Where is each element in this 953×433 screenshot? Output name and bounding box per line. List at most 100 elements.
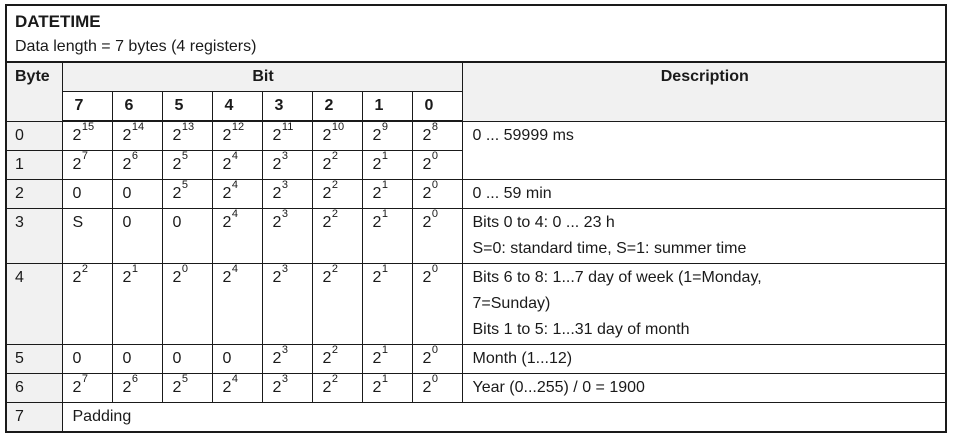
bit-exponent: 2 xyxy=(331,208,339,220)
bit-exponent: 9 xyxy=(381,121,389,133)
bit-value-cell: 27 xyxy=(61,150,113,180)
bit-value-cell: 0 xyxy=(161,208,213,264)
bit-value-cell: 0 xyxy=(161,344,213,374)
bit-number-header: 1 xyxy=(361,91,413,122)
bit-exponent: 10 xyxy=(331,121,345,133)
byte-number-cell: 6 xyxy=(5,373,63,403)
bit-value-cell: 23 xyxy=(261,263,313,345)
bit-value-cell: 22 xyxy=(311,373,363,403)
bit-exponent: 15 xyxy=(81,121,95,133)
bit-value-cell: 213 xyxy=(161,120,213,151)
bit-value-cell: 23 xyxy=(261,208,313,264)
bit-value-cell: 24 xyxy=(211,179,263,209)
bit-exponent: 6 xyxy=(131,373,139,385)
description-cell: 0 ... 59 min xyxy=(461,179,947,209)
description-cell: Bits 6 to 8: 1...7 day of week (1=Monday… xyxy=(461,263,947,345)
bit-value-cell: 24 xyxy=(211,373,263,403)
bit-exponent: 4 xyxy=(231,263,239,275)
bit-value-cell: 23 xyxy=(261,150,313,180)
bit-number-header: 2 xyxy=(311,91,363,122)
bit-value-cell: 21 xyxy=(361,373,413,403)
column-header-row: Byte Bit Description xyxy=(5,61,947,122)
bit-exponent: 11 xyxy=(281,121,294,133)
bit-value-cell: 0 xyxy=(61,179,113,209)
bit-number-header: 5 xyxy=(161,91,213,122)
bit-number-header: 0 xyxy=(411,91,463,122)
byte-number-cell: 1 xyxy=(5,150,63,180)
bit-exponent: 1 xyxy=(131,263,139,275)
bit-value-cell: 27 xyxy=(61,373,113,403)
description-cell: Month (1...12) xyxy=(461,344,947,374)
bit-value-cell: 23 xyxy=(261,344,313,374)
byte-row-3: 3 S 0 0 24 23 22 21 20 Bits 0 to 4: 0 ... 23 h S=… xyxy=(5,208,947,264)
bit-exponent: 0 xyxy=(431,263,439,275)
bit-exponent: 2 xyxy=(331,179,339,191)
bit-value-cell: 23 xyxy=(261,179,313,209)
bit-exponent: 14 xyxy=(131,121,145,133)
bit-value-cell: 20 xyxy=(411,373,463,403)
bit-value-cell: 26 xyxy=(111,373,163,403)
bit-number-header: 6 xyxy=(111,91,163,122)
byte-row-4: 4 22 21 20 24 23 22 21 20 Bits 6 to 8: 1...7 day … xyxy=(5,263,947,345)
bit-exponent: 1 xyxy=(381,344,389,356)
bit-value-cell: 22 xyxy=(311,179,363,209)
bit-exponent: 1 xyxy=(381,179,389,191)
padding-cell: Padding xyxy=(61,402,947,433)
bit-value-cell: 26 xyxy=(111,150,163,180)
bit-value-cell: 21 xyxy=(361,179,413,209)
bit-value-cell: 25 xyxy=(161,179,213,209)
bit-value-cell: 25 xyxy=(161,150,213,180)
bit-value-cell: 215 xyxy=(61,120,113,151)
bit-value-cell: 29 xyxy=(361,120,413,151)
bit-value-cell: 22 xyxy=(61,263,113,345)
bit-number-header: 4 xyxy=(211,91,263,122)
bit-exponent: 3 xyxy=(281,344,289,356)
bit-exponent: 3 xyxy=(281,179,289,191)
bit-exponent: 7 xyxy=(81,150,89,162)
bit-value-cell: 22 xyxy=(311,208,363,264)
bit-value-cell: 20 xyxy=(411,263,463,345)
byte-number-cell: 5 xyxy=(5,344,63,374)
bit-value-cell: 22 xyxy=(311,344,363,374)
bit-exponent: 4 xyxy=(231,179,239,191)
byte-row-5: 5 0 0 0 0 23 22 21 20 Month (1...12) xyxy=(5,344,947,374)
bit-exponent: 4 xyxy=(231,150,239,162)
bit-value-cell: 211 xyxy=(261,120,313,151)
bit-exponent: 5 xyxy=(181,150,189,162)
bit-value-cell: 21 xyxy=(361,150,413,180)
bit-exponent: 1 xyxy=(381,208,389,220)
bit-exponent: 13 xyxy=(181,121,195,133)
bit-value-cell: 20 xyxy=(411,179,463,209)
bit-exponent: 12 xyxy=(231,121,245,133)
bit-value-cell: 0 xyxy=(111,179,163,209)
byte-row-2: 2 0 0 25 24 23 22 21 20 0 ... 59 min xyxy=(5,179,947,209)
bit-exponent: 1 xyxy=(381,373,389,385)
bit-value-cell: 24 xyxy=(211,263,263,345)
byte-row-7: 7 Padding xyxy=(5,402,947,433)
column-header-description: Description xyxy=(461,61,947,122)
bit-exponent: 4 xyxy=(231,373,239,385)
title-row: DATETIME Data length = 7 bytes (4 regist… xyxy=(5,4,947,63)
bit-exponent: 1 xyxy=(381,150,389,162)
bit-number-header: 3 xyxy=(261,91,313,122)
column-header-bit: Bit xyxy=(61,61,463,92)
bit-exponent: 5 xyxy=(181,179,189,191)
byte-number-cell: 7 xyxy=(5,402,63,433)
bit-value-cell: 24 xyxy=(211,208,263,264)
bit-value-cell: 210 xyxy=(311,120,363,151)
table-subtitle: Data length = 7 bytes (4 registers) xyxy=(15,38,257,55)
bit-value-cell: 20 xyxy=(161,263,213,345)
bit-value-cell: 21 xyxy=(361,344,413,374)
bit-exponent: 2 xyxy=(331,344,339,356)
bit-exponent: 2 xyxy=(331,373,339,385)
bit-exponent: 0 xyxy=(431,373,439,385)
table-title: DATETIME xyxy=(15,12,101,31)
bit-exponent: 6 xyxy=(131,150,139,162)
bit-exponent: 0 xyxy=(431,179,439,191)
bit-exponent: 0 xyxy=(431,208,439,220)
bit-value-cell: 0 xyxy=(61,344,113,374)
byte-number-cell: 2 xyxy=(5,179,63,209)
byte-row-6: 6 27 26 25 24 23 22 21 20 Year (0...255) / 0 = 19… xyxy=(5,373,947,403)
bit-value-cell: 23 xyxy=(261,373,313,403)
bit-exponent: 5 xyxy=(181,373,189,385)
